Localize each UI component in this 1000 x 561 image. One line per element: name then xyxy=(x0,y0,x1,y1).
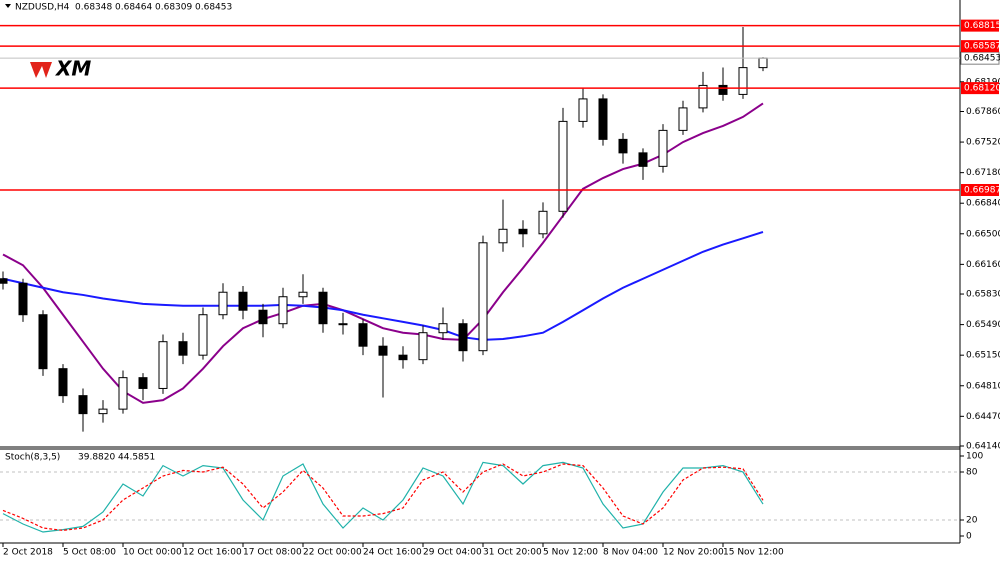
candle-body xyxy=(258,309,268,325)
candle-body xyxy=(738,67,748,95)
x-tick-label: 29 Oct 04:00 xyxy=(423,548,482,558)
candle-body xyxy=(38,314,48,370)
candle-body xyxy=(378,345,388,356)
close-value: 0.68453 xyxy=(195,3,232,13)
candle-body xyxy=(118,377,128,410)
y-tick-label: 0.66160 xyxy=(966,260,1000,270)
candle-body xyxy=(498,228,508,244)
candle-body xyxy=(718,84,728,95)
y-tick-label: 0.64470 xyxy=(966,412,1000,422)
candle-body xyxy=(698,84,708,109)
candle-body xyxy=(638,152,648,167)
y-tick-label: 80 xyxy=(966,468,978,478)
logo-mark xyxy=(30,62,52,78)
candle-body xyxy=(198,314,208,356)
x-tick-label: 17 Oct 08:00 xyxy=(243,548,302,558)
x-tick-label: 31 Oct 20:00 xyxy=(483,548,542,558)
candle-body xyxy=(518,228,528,235)
level-label: 0.68815 xyxy=(964,21,1000,31)
candle-body xyxy=(758,57,768,69)
candle-body xyxy=(18,282,28,316)
moving-average xyxy=(2,102,764,404)
indicator-value: 39.8820 xyxy=(78,453,115,463)
y-tick-label: 0.65150 xyxy=(966,351,1000,361)
candle-body xyxy=(478,242,488,352)
candle-body xyxy=(138,377,148,389)
candle-body xyxy=(678,107,688,131)
candle-body xyxy=(338,323,348,326)
candle-body xyxy=(538,210,548,235)
y-tick-label: 0 xyxy=(966,532,972,542)
current-price-label: 0.68453 xyxy=(964,54,1000,64)
candle-body xyxy=(658,129,668,167)
x-tick-label: 22 Oct 00:00 xyxy=(303,548,362,558)
candle-body xyxy=(98,408,108,415)
y-tick-label: 0.66500 xyxy=(966,229,1000,239)
x-tick-label: 5 Oct 08:00 xyxy=(63,548,116,558)
x-tick-label: 12 Nov 20:00 xyxy=(663,548,724,558)
candle-body xyxy=(398,354,408,361)
candle-body xyxy=(0,278,8,284)
candle-body xyxy=(278,296,288,325)
candle-body xyxy=(418,332,428,361)
level-label: 0.66987 xyxy=(964,185,1000,195)
candle-body xyxy=(618,138,628,154)
y-tick-label: 0.67860 xyxy=(966,107,1000,117)
y-tick-label: 0.67180 xyxy=(966,168,1000,178)
y-tick-label: 0.65830 xyxy=(966,290,1000,300)
moving-average xyxy=(2,231,764,341)
level-label: 0.68587 xyxy=(964,42,1000,52)
candle-body xyxy=(158,341,168,389)
level-box xyxy=(961,40,999,53)
chart-title: NZDUSD,H4 xyxy=(15,3,70,13)
x-tick-label: 2 Oct 2018 xyxy=(3,548,53,558)
x-tick-label: 5 Nov 12:00 xyxy=(543,548,598,558)
x-tick-label: 24 Oct 16:00 xyxy=(363,548,422,558)
stochastic-line xyxy=(2,463,764,532)
candle-body xyxy=(78,395,88,415)
y-tick-label: 0.64810 xyxy=(966,381,1000,391)
level-box xyxy=(961,19,999,32)
candle-body xyxy=(218,291,228,316)
low-value: 0.68309 xyxy=(155,3,192,13)
candle-body xyxy=(438,323,448,334)
candle-body xyxy=(238,291,248,311)
indicator-title: Stoch(8,3,5) xyxy=(5,453,60,463)
y-tick-label: 0.66840 xyxy=(966,199,1000,209)
candle-body xyxy=(598,98,608,140)
candle-body xyxy=(178,341,188,356)
high-value: 0.68464 xyxy=(115,3,152,13)
candle-body xyxy=(58,368,68,397)
indicator-value: 44.5851 xyxy=(118,453,155,463)
candle-body xyxy=(318,291,328,325)
y-tick-label: 20 xyxy=(966,516,978,526)
menu-arrow xyxy=(5,4,11,8)
x-tick-label: 8 Nov 04:00 xyxy=(603,548,658,558)
open-value: 0.68348 xyxy=(75,3,112,13)
logo: XM xyxy=(54,57,91,81)
candle-body xyxy=(578,98,588,122)
x-tick-label: 15 Nov 12:00 xyxy=(723,548,784,558)
candle-body xyxy=(558,120,568,212)
current-price-box xyxy=(960,51,1000,65)
stochastic-line xyxy=(2,461,764,533)
y-tick-label: 0.67520 xyxy=(966,138,1000,148)
level-box xyxy=(961,82,999,95)
level-box xyxy=(961,183,999,196)
candle-body xyxy=(298,291,308,298)
level-label: 0.68120 xyxy=(964,84,1000,94)
y-tick-label: 0.64140 xyxy=(966,442,1000,452)
candle-body xyxy=(458,323,468,352)
y-tick-label: 0.65490 xyxy=(966,320,1000,330)
x-tick-label: 12 Oct 16:00 xyxy=(183,548,242,558)
x-tick-label: 10 Oct 00:00 xyxy=(123,548,182,558)
candle-body xyxy=(358,323,368,347)
y-tick-label: 100 xyxy=(966,452,983,462)
